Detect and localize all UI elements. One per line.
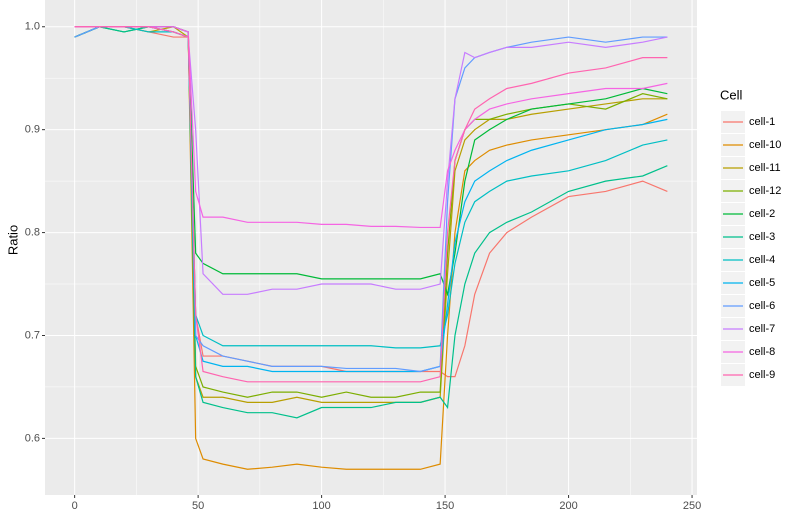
y-tick-label: 1.0	[25, 21, 40, 33]
legend-label: cell-8	[749, 346, 775, 358]
legend-label: cell-12	[749, 185, 781, 197]
legend-label: cell-4	[749, 254, 775, 266]
legend-label: cell-5	[749, 277, 775, 289]
panel	[45, 0, 697, 495]
x-tick-label: 250	[683, 500, 701, 510]
legend-label: cell-2	[749, 208, 775, 220]
legend-label: cell-3	[749, 231, 775, 243]
legend-title: Cell	[720, 87, 743, 102]
series-line	[74, 26, 668, 403]
x-tick-label: 50	[192, 500, 204, 510]
legend-label: cell-6	[749, 300, 775, 312]
legend-label: cell-11	[749, 162, 781, 174]
legend-label: cell-7	[749, 323, 775, 335]
x-tick-label: 0	[72, 500, 78, 510]
y-tick-label: 0.7	[25, 329, 40, 341]
x-tick-label: 150	[436, 500, 454, 510]
y-tick-label: 0.6	[25, 432, 40, 444]
y-tick-label: 0.8	[25, 226, 40, 238]
x-tick-label: 200	[559, 500, 577, 510]
series-line	[74, 26, 668, 383]
legend-label: cell-9	[749, 369, 775, 381]
y-tick-label: 0.9	[25, 124, 40, 136]
x-tick-label: 100	[312, 500, 330, 510]
series-line	[74, 26, 668, 229]
legend-label: cell-1	[749, 116, 775, 128]
legend-label: cell-10	[749, 139, 781, 151]
y-axis-title: Ratio	[5, 225, 20, 255]
